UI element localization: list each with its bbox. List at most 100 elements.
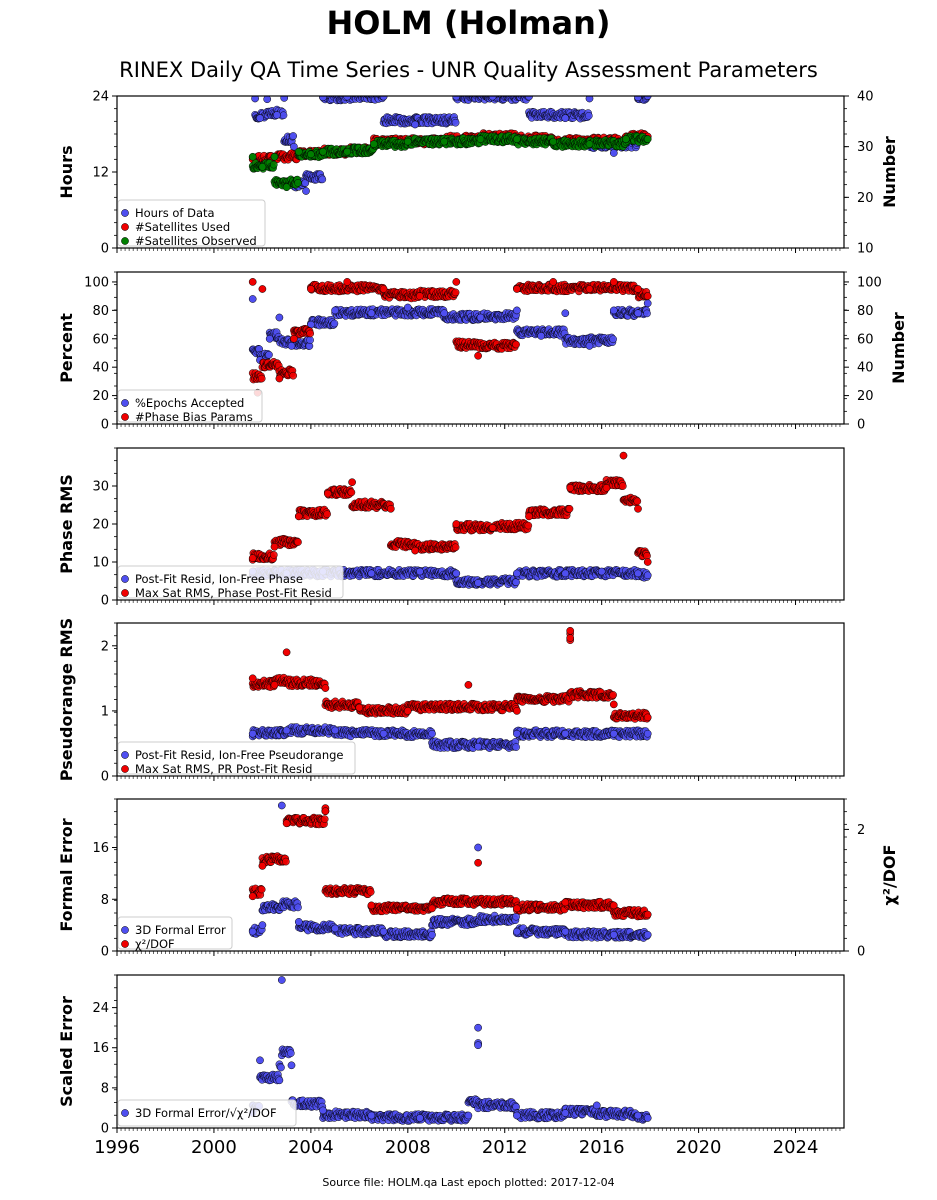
data-point bbox=[440, 137, 449, 146]
data-point bbox=[318, 175, 327, 184]
data-point bbox=[525, 512, 533, 521]
data-point bbox=[440, 309, 449, 318]
data-point bbox=[452, 520, 461, 528]
data-point bbox=[289, 371, 298, 380]
data-point bbox=[512, 340, 520, 349]
data-point bbox=[476, 135, 485, 143]
data-point bbox=[323, 510, 331, 518]
data-point bbox=[257, 374, 266, 383]
legend-marker bbox=[121, 589, 129, 597]
data-point bbox=[343, 278, 352, 286]
y2-tick-label: 80 bbox=[857, 304, 874, 319]
data-point bbox=[634, 504, 642, 513]
y2-tick-label: 40 bbox=[857, 361, 874, 376]
data-points bbox=[248, 451, 652, 589]
y-tick-label: 60 bbox=[92, 332, 109, 347]
data-point bbox=[618, 482, 627, 490]
data-point bbox=[513, 306, 521, 315]
y2-axis-label: Number bbox=[880, 136, 899, 208]
data-point bbox=[248, 554, 257, 563]
data-point bbox=[634, 96, 642, 102]
data-point bbox=[289, 132, 298, 140]
data-point bbox=[416, 292, 424, 300]
data-point bbox=[597, 567, 606, 576]
data-point bbox=[265, 350, 273, 359]
data-point bbox=[269, 160, 278, 169]
data-point bbox=[634, 569, 642, 578]
y-axis-label: Phase RMS bbox=[57, 474, 76, 574]
data-point bbox=[633, 497, 642, 506]
legend-marker bbox=[121, 413, 129, 421]
data-point bbox=[643, 571, 652, 580]
data-point bbox=[585, 96, 594, 103]
data-point bbox=[367, 309, 376, 318]
data-point bbox=[282, 183, 291, 192]
data-point bbox=[619, 451, 628, 460]
y2-tick-label: 30 bbox=[857, 140, 874, 155]
data-point bbox=[585, 342, 594, 350]
data-point bbox=[411, 546, 419, 555]
data-point bbox=[265, 334, 274, 343]
panel-2: 0 20 40 60 80 100 Percent 0 20 40 60 80 100 Number %Ep… bbox=[57, 271, 908, 433]
data-point bbox=[248, 278, 257, 286]
data-point bbox=[319, 147, 327, 156]
y2-tick-label: 20 bbox=[857, 389, 874, 404]
data-point bbox=[643, 558, 652, 566]
data-point bbox=[275, 374, 284, 383]
y-tick-label: 20 bbox=[92, 518, 109, 533]
data-point bbox=[549, 137, 558, 146]
y-tick-label: 80 bbox=[92, 304, 109, 319]
y-tick-label: 0 bbox=[101, 418, 109, 433]
data-point bbox=[643, 292, 652, 300]
data-point bbox=[452, 278, 461, 286]
data-point bbox=[370, 140, 378, 148]
legend-marker bbox=[121, 575, 129, 583]
legend-marker bbox=[121, 223, 129, 231]
data-point bbox=[474, 351, 482, 360]
data-point bbox=[537, 332, 545, 340]
data-point bbox=[307, 285, 315, 293]
data-point bbox=[643, 299, 652, 308]
data-point bbox=[258, 285, 267, 293]
legend: %Epochs Accepted#Phase Bias Params bbox=[117, 389, 263, 424]
legend-label: #Phase Bias Params bbox=[135, 410, 253, 424]
data-point bbox=[584, 111, 593, 120]
data-point bbox=[609, 306, 618, 315]
data-point bbox=[609, 335, 617, 344]
data-point bbox=[302, 187, 310, 195]
data-point bbox=[287, 342, 296, 350]
data-point bbox=[294, 179, 302, 187]
data-point bbox=[251, 96, 259, 103]
data-points bbox=[248, 626, 652, 752]
data-point bbox=[476, 313, 485, 322]
data-point bbox=[403, 303, 412, 312]
data-point bbox=[488, 523, 497, 532]
data-point bbox=[343, 147, 352, 156]
data-point bbox=[643, 135, 652, 143]
y-tick-label: 12 bbox=[92, 166, 109, 181]
data-point bbox=[513, 285, 521, 293]
data-point bbox=[565, 504, 574, 513]
data-point bbox=[549, 278, 558, 286]
data-point bbox=[386, 504, 395, 513]
data-point bbox=[416, 567, 424, 576]
data-point bbox=[634, 309, 642, 318]
data-point bbox=[622, 135, 630, 143]
data-point bbox=[256, 114, 264, 123]
data-point bbox=[280, 96, 289, 102]
data-point bbox=[367, 569, 376, 578]
y2-axis-label: Number bbox=[889, 312, 908, 384]
y-tick-label: 30 bbox=[92, 480, 109, 495]
legend-marker bbox=[121, 237, 129, 245]
data-point bbox=[307, 150, 315, 159]
data-point bbox=[294, 512, 303, 521]
data-point bbox=[585, 285, 594, 293]
legend-label: #Satellites Observed bbox=[135, 234, 257, 248]
data-point bbox=[248, 295, 257, 303]
data-point bbox=[561, 569, 570, 578]
legend-box bbox=[117, 389, 263, 423]
y-tick-label: 24 bbox=[92, 90, 109, 105]
